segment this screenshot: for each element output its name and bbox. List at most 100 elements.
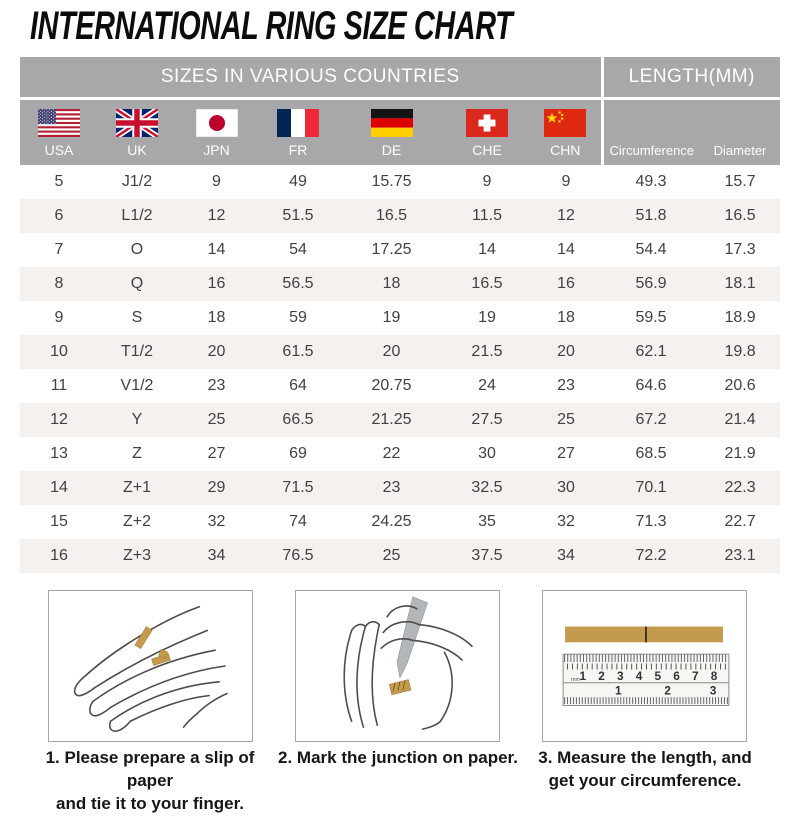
- size-cell: 71.5: [257, 471, 339, 505]
- step2-illustration-box: [295, 590, 500, 742]
- size-cell: 21.9: [700, 437, 781, 471]
- size-cell: 30: [444, 437, 530, 471]
- size-cell: 20: [530, 335, 603, 369]
- flag-france-icon: [277, 109, 319, 137]
- step2-caption: 2. Mark the junction on paper.: [274, 747, 522, 770]
- flag-china-icon: [544, 109, 587, 137]
- size-cell: 70.1: [602, 471, 701, 505]
- page-title: INTERNATIONAL RING SIZE CHART: [30, 4, 513, 48]
- size-cell: 12: [20, 403, 98, 437]
- size-cell: 8: [20, 267, 98, 301]
- size-cell: Z+2: [98, 505, 176, 539]
- country-label: CHN: [550, 142, 581, 158]
- size-cell: 49: [257, 165, 339, 199]
- table-row: 12 Y 25 66.5 21.25 27.5 25 67.2 21.4: [20, 403, 781, 437]
- size-cell: 14: [176, 233, 257, 267]
- size-cell: 27: [530, 437, 603, 471]
- size-cell: 71.3: [602, 505, 701, 539]
- ring-size-table: SIZES IN VARIOUS COUNTRIES LENGTH(MM): [20, 57, 781, 573]
- hand-with-paper-strip-icon: [73, 606, 228, 732]
- size-cell: 14: [444, 233, 530, 267]
- ruler-cm-label: 4: [636, 669, 643, 683]
- paper-strip-and-ruler-icon: 1 2 3 4 5 6 7 8 mm 1 2 3: [562, 626, 730, 706]
- header-uk: UK: [98, 98, 176, 165]
- size-cell: 21.25: [339, 403, 444, 437]
- size-cell: 14: [530, 233, 603, 267]
- ruler-cm-label: 7: [692, 669, 699, 683]
- size-cell: 19.8: [700, 335, 781, 369]
- header-circumference: Circumference: [602, 98, 701, 165]
- size-cell: 56.5: [257, 267, 339, 301]
- size-cell: 20.75: [339, 369, 444, 403]
- size-cell: 12: [176, 199, 257, 233]
- size-cell: J1/2: [98, 165, 176, 199]
- hand-marking-paper-icon: [343, 596, 473, 730]
- size-cell: 66.5: [257, 403, 339, 437]
- size-cell: 22: [339, 437, 444, 471]
- size-cell: 32: [176, 505, 257, 539]
- size-cell: 64: [257, 369, 339, 403]
- size-cell: 13: [20, 437, 98, 471]
- size-cell: 30: [530, 471, 603, 505]
- size-cell: 23: [176, 369, 257, 403]
- size-cell: 23: [339, 471, 444, 505]
- header-che: CHE: [444, 98, 530, 165]
- size-cell: 15.75: [339, 165, 444, 199]
- size-cell: 16.5: [339, 199, 444, 233]
- size-cell: Y: [98, 403, 176, 437]
- header-diameter: Diameter: [700, 98, 781, 165]
- ruler-unit-label: mm: [571, 677, 581, 683]
- size-cell: 69: [257, 437, 339, 471]
- size-cell: 54: [257, 233, 339, 267]
- header-fr: FR: [257, 98, 339, 165]
- step2-caption-line1: 2. Mark the junction on paper.: [278, 748, 518, 767]
- size-cell: 51.5: [257, 199, 339, 233]
- size-cell: 5: [20, 165, 98, 199]
- size-table-body: 5 J1/2 9 49 15.75 9 9 49.3 15.7 6 L1/2 12 51.5 16.5 11…: [20, 165, 781, 573]
- size-cell: 61.5: [257, 335, 339, 369]
- country-label: JPN: [203, 142, 230, 158]
- country-header-row: USA UK: [20, 98, 781, 165]
- table-row: 11 V1/2 23 64 20.75 24 23 64.6 20.6: [20, 369, 781, 403]
- ruler-cm-label: 8: [711, 669, 718, 683]
- size-cell: 76.5: [257, 539, 339, 573]
- size-cell: 20: [176, 335, 257, 369]
- size-cell: 19: [444, 301, 530, 335]
- flag-japan-icon: [195, 109, 238, 137]
- size-cell: 35: [444, 505, 530, 539]
- size-cell: 37.5: [444, 539, 530, 573]
- group-header-row: SIZES IN VARIOUS COUNTRIES LENGTH(MM): [20, 57, 781, 100]
- table-row: 10 T1/2 20 61.5 20 21.5 20 62.1 19.8: [20, 335, 781, 369]
- size-cell: 18.1: [700, 267, 781, 301]
- size-cell: 14: [20, 471, 98, 505]
- size-cell: 68.5: [602, 437, 701, 471]
- size-cell: 11: [20, 369, 98, 403]
- flag-usa-icon: [38, 109, 80, 137]
- table-row: 6 L1/2 12 51.5 16.5 11.5 12 51.8 16.5: [20, 199, 781, 233]
- country-label: DE: [381, 142, 402, 158]
- step3-caption-line1: 3. Measure the length, and: [538, 748, 752, 767]
- size-cell: 16: [20, 539, 98, 573]
- step3-illustration-box: 1 2 3 4 5 6 7 8 mm 1 2 3: [542, 590, 747, 742]
- size-cell: L1/2: [98, 199, 176, 233]
- size-cell: 9: [530, 165, 603, 199]
- size-cell: 24.25: [339, 505, 444, 539]
- size-cell: S: [98, 301, 176, 335]
- size-cell: 18: [339, 267, 444, 301]
- size-cell: Z: [98, 437, 176, 471]
- ruler-cm-label: 3: [617, 669, 624, 683]
- step3-caption: 3. Measure the length, and get your circ…: [528, 747, 762, 793]
- country-label: CHE: [472, 142, 502, 158]
- table-row: 14 Z+1 29 71.5 23 32.5 30 70.1 22.3: [20, 471, 781, 505]
- size-cell: 17.3: [700, 233, 781, 267]
- size-cell: 18.9: [700, 301, 781, 335]
- size-cell: 16.5: [700, 199, 781, 233]
- size-cell: O: [98, 233, 176, 267]
- size-cell: 24: [444, 369, 530, 403]
- table-row: 15 Z+2 32 74 24.25 35 32 71.3 22.7: [20, 505, 781, 539]
- size-cell: 20: [339, 335, 444, 369]
- size-cell: 16.5: [444, 267, 530, 301]
- table-row: 13 Z 27 69 22 30 27 68.5 21.9: [20, 437, 781, 471]
- size-cell: 32.5: [444, 471, 530, 505]
- size-cell: 29: [176, 471, 257, 505]
